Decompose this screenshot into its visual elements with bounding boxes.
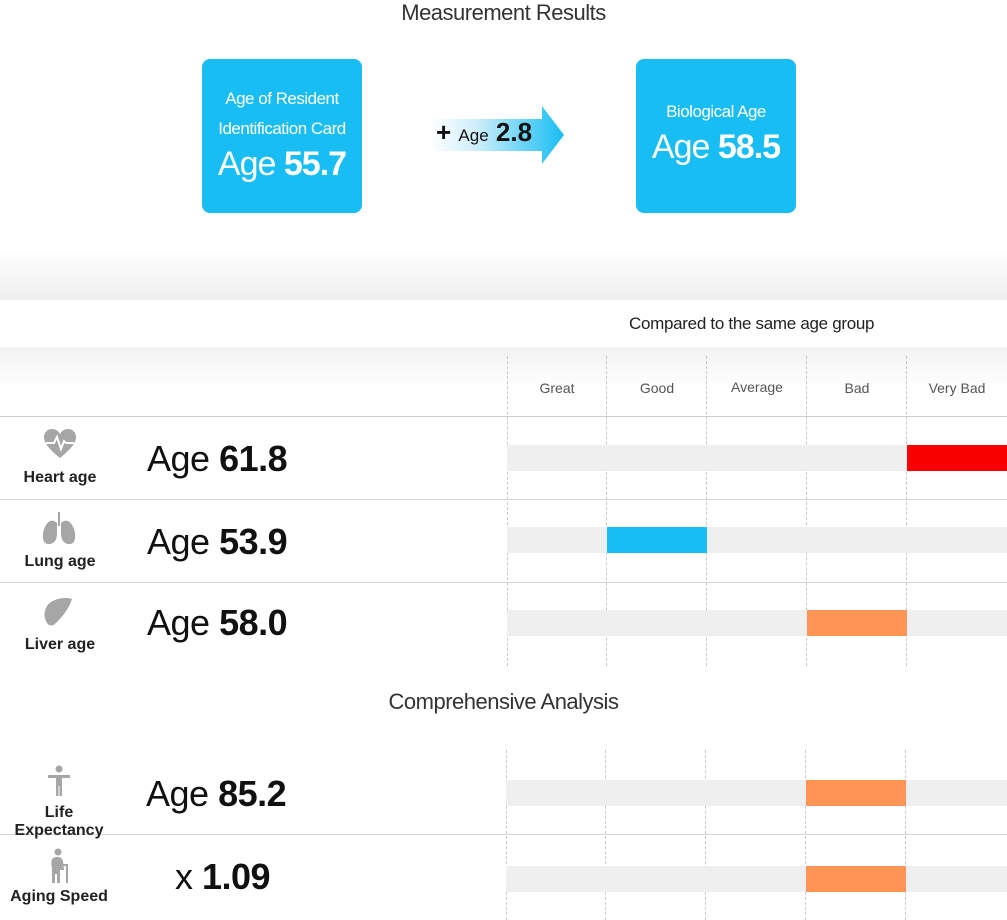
biological-age-value-line: Age 58.5 <box>636 127 796 167</box>
grid-line <box>507 356 508 666</box>
column-bad: Bad <box>844 380 870 396</box>
lung-age-track <box>507 527 1007 553</box>
liver-age-value: 58.0 <box>219 602 288 643</box>
liver-icon <box>44 598 72 626</box>
analysis-title: Comprehensive Analysis <box>388 689 619 714</box>
grid-line <box>605 750 606 920</box>
page-title: Measurement Results <box>401 0 606 25</box>
resident-age-value: 55.7 <box>283 145 347 183</box>
person-icon <box>48 765 70 796</box>
row-divider <box>0 582 1007 583</box>
grid-line <box>805 750 806 920</box>
heart-age-value: 61.8 <box>219 438 288 479</box>
grid-line <box>706 356 707 666</box>
lung-age-value-line: Age 53.9 <box>147 521 288 563</box>
column-great: Great <box>539 380 575 396</box>
lung-age-label: Lung age <box>24 553 96 570</box>
life-expectancy-value-line: Age 85.2 <box>146 773 287 815</box>
column-good: Good <box>639 380 675 396</box>
elderly-person-icon <box>51 848 68 883</box>
biological-age-label: Biological Age <box>666 102 766 121</box>
comparison-caption: Compared to the same age group <box>629 314 875 333</box>
resident-age-card: Age of Resident Identification Card Age … <box>202 59 362 213</box>
grid-line <box>906 356 907 666</box>
resident-age-prefix: Age <box>217 145 276 183</box>
comparison-header-band <box>0 347 1007 417</box>
row-divider <box>0 499 1007 500</box>
life-expectancy-label: Life Expectancy <box>14 804 104 839</box>
heart-age-rating-bar <box>907 445 1007 471</box>
aging-speed-label: Aging Speed <box>10 888 108 905</box>
biological-age-prefix: Age <box>651 128 710 166</box>
lung-age-prefix: Age <box>147 521 210 562</box>
row-divider <box>0 834 1007 835</box>
aging-speed-prefix: x <box>175 856 193 897</box>
biological-age-value: 58.5 <box>717 128 781 166</box>
resident-age-label-2: Identification Card <box>218 119 346 138</box>
life-expectancy-prefix: Age <box>146 773 209 814</box>
aging-speed-value: 1.09 <box>202 856 271 897</box>
age-difference-value: 2.8 <box>495 117 533 147</box>
grid-line <box>606 356 607 666</box>
liver-age-label: Liver age <box>24 636 96 653</box>
life-expectancy-track <box>506 780 1007 806</box>
biological-age-card: Biological Age Age 58.5 <box>636 59 796 213</box>
aging-speed-rating-bar <box>806 866 906 892</box>
life-expectancy-rating-bar <box>806 780 906 806</box>
liver-age-rating-bar <box>807 610 907 636</box>
heart-icon <box>44 429 76 458</box>
liver-age-track <box>507 610 1007 636</box>
heart-age-value-line: Age 61.8 <box>147 438 288 480</box>
aging-speed-track <box>506 866 1007 892</box>
aging-speed-value-line: x 1.09 <box>175 856 271 898</box>
grid-line <box>905 750 906 920</box>
arrow-right-icon <box>430 106 564 164</box>
age-difference-sign: + <box>436 117 452 147</box>
column-very-bad: Very Bad <box>928 380 986 396</box>
age-difference-prefix: Age <box>458 126 489 145</box>
lung-age-rating-bar <box>607 527 707 553</box>
column-average: Average <box>731 379 783 395</box>
grid-line <box>705 750 706 920</box>
heart-age-prefix: Age <box>147 438 210 479</box>
heart-age-label: Heart age <box>23 469 97 486</box>
resident-age-label-1: Age of Resident <box>225 89 339 108</box>
liver-age-prefix: Age <box>147 602 210 643</box>
life-expectancy-value: 85.2 <box>218 773 287 814</box>
grid-line <box>806 356 807 666</box>
liver-age-value-line: Age 58.0 <box>147 602 288 644</box>
lung-age-value: 53.9 <box>219 521 288 562</box>
grid-line <box>506 750 507 920</box>
resident-age-value-line: Age 55.7 <box>202 144 362 184</box>
age-difference: + Age 2.8 <box>436 117 532 148</box>
section-divider-shade <box>0 250 1007 300</box>
lungs-icon <box>42 512 76 545</box>
